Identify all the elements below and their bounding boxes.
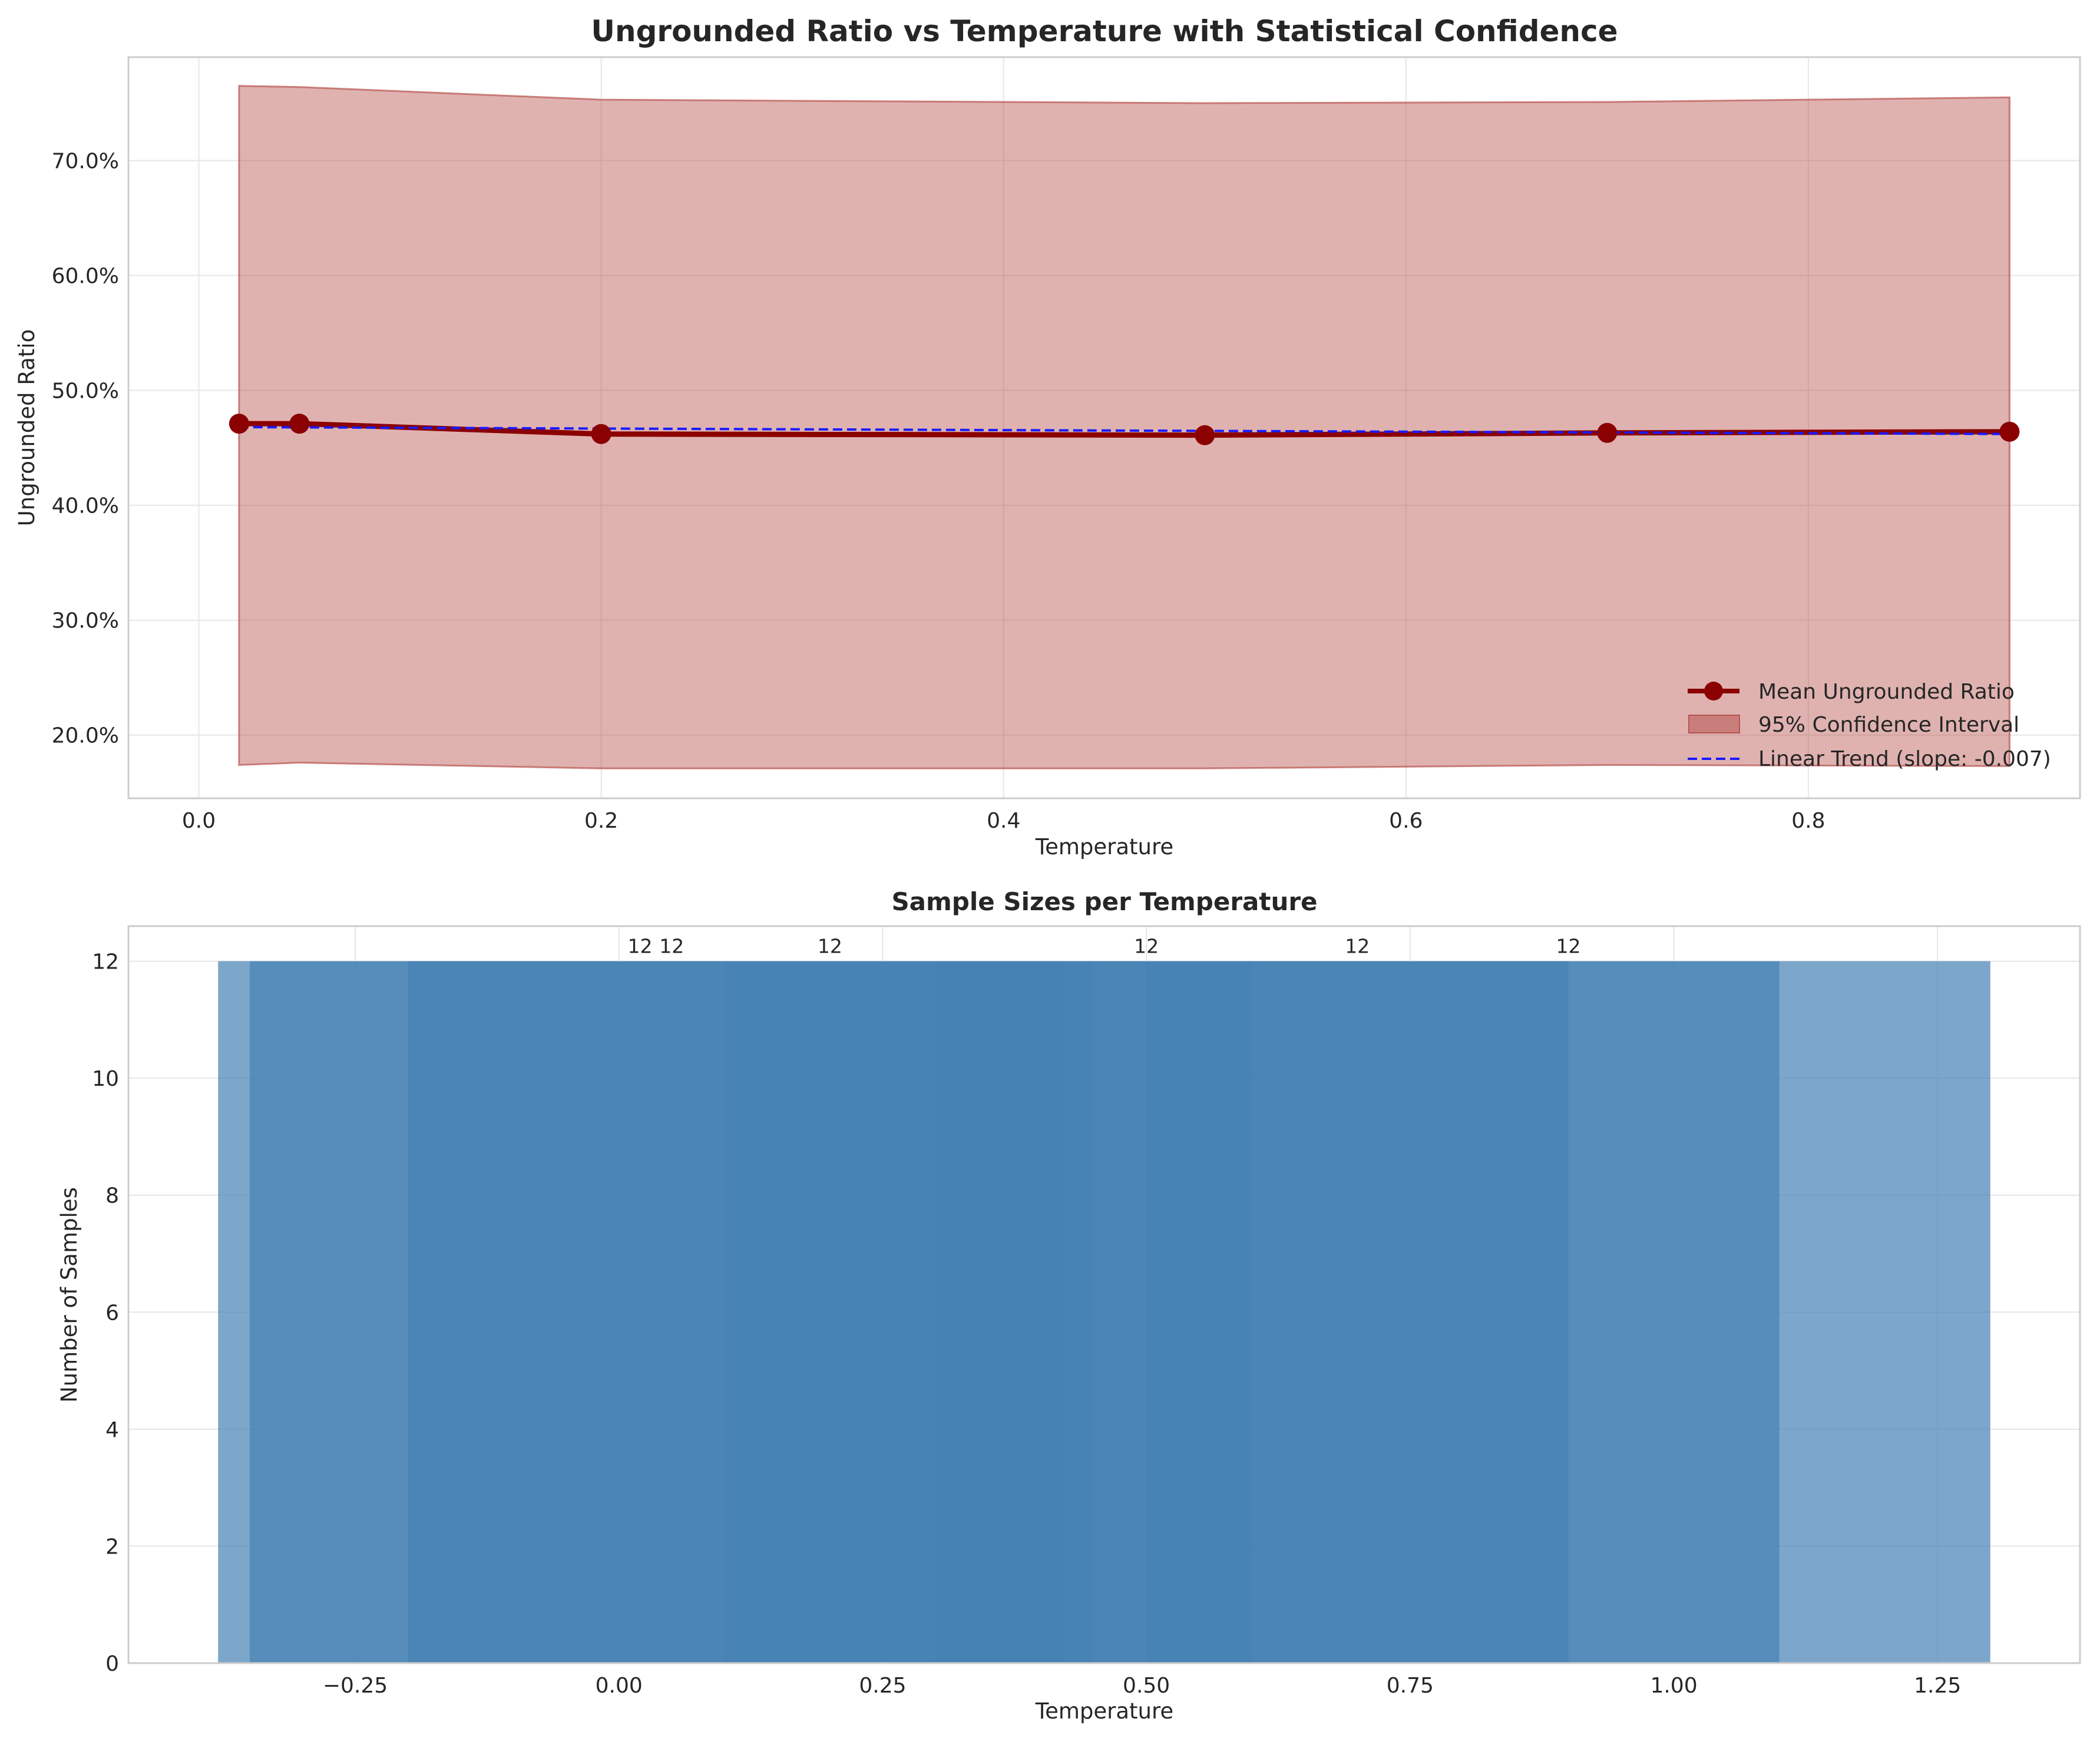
sample-size-bar-label: 12 <box>628 935 653 958</box>
sample-size-bar-label: 12 <box>1556 935 1580 958</box>
chart1-lines-layer <box>239 421 2010 438</box>
legend-ci-label: 95% Confidence Interval <box>1758 713 2019 737</box>
mean-ratio-point <box>591 424 611 444</box>
chart1-grid <box>128 57 2080 798</box>
chart2-y-tick-label: 2 <box>105 1535 119 1559</box>
chart2-y-ticks: 0 2 4 6 8 10 12 <box>92 950 119 1676</box>
legend-item-trend: Linear Trend (slope: -0.007) <box>1688 747 2051 771</box>
chart2-y-tick-label: 12 <box>92 950 119 974</box>
chart1-y-ticks: 20.0% 30.0% 40.0% 50.0% 60.0% 70.0% <box>52 150 119 748</box>
chart2-bars-layer <box>218 961 1990 1663</box>
sample-size-bar-label: 12 <box>1345 935 1370 958</box>
mean-ratio-point <box>289 414 310 434</box>
chart2-y-tick-label: 8 <box>105 1184 119 1208</box>
chart1-y-tick-label: 50.0% <box>52 379 119 404</box>
sample-size-bar-chart: Sample Sizes per Temperature 12 12 12 12 12 1… <box>57 887 2081 1724</box>
mean-ratio-point <box>1195 425 1215 445</box>
mean-ratio-point <box>1597 422 1618 443</box>
linear-trend-line <box>239 426 2010 435</box>
sample-size-bar-label: 12 <box>1134 935 1159 958</box>
chart2-plot-frame <box>127 925 2081 1664</box>
confidence-interval-band <box>238 85 2010 769</box>
chart2-x-tick-label: 1.00 <box>1650 1674 1697 1698</box>
mean-ratio-point <box>229 414 249 434</box>
chart2-x-tick-label: 0.00 <box>596 1674 643 1698</box>
legend-trend-label: Linear Trend (slope: -0.007) <box>1758 747 2051 771</box>
chart2-title: Sample Sizes per Temperature <box>891 887 1317 916</box>
confidence-line-chart: Ungrounded Ratio vs Temperature with Sta… <box>14 14 2081 860</box>
chart1-x-tick-label: 0.2 <box>584 809 618 833</box>
chart1-x-axis-label: Temperature <box>1035 834 1173 860</box>
sample-size-bar <box>1146 961 1990 1663</box>
chart1-x-ticks: 0.0 0.2 0.4 0.6 0.8 <box>182 809 1825 833</box>
chart1-x-tick-label: 0.6 <box>1389 809 1423 833</box>
chart1-x-tick-label: 0.0 <box>182 809 216 833</box>
chart1-y-tick-label: 30.0% <box>52 609 119 633</box>
chart2-x-tick-label: 0.25 <box>859 1674 906 1698</box>
legend-item-ci: 95% Confidence Interval <box>1688 713 2019 737</box>
chart1-x-tick-label: 0.8 <box>1791 809 1825 833</box>
chart1-title: Ungrounded Ratio vs Temperature with Sta… <box>591 14 1618 48</box>
chart2-y-tick-label: 0 <box>105 1652 119 1676</box>
mean-ratio-point <box>1999 421 2020 442</box>
chart2-x-tick-label: 0.75 <box>1387 1674 1434 1698</box>
chart1-points-layer <box>229 414 2020 445</box>
chart1-y-tick-label: 40.0% <box>52 494 119 518</box>
chart1-y-tick-label: 20.0% <box>52 724 119 748</box>
chart1-y-tick-label: 70.0% <box>52 150 119 174</box>
chart1-confidence-band-layer <box>238 85 2010 769</box>
chart2-x-tick-label: 1.25 <box>1914 1674 1961 1698</box>
sample-size-bar-label: 12 <box>659 935 684 958</box>
chart2-x-ticks: −0.25 0.00 0.25 0.50 0.75 1.00 1.25 <box>323 1674 1961 1698</box>
chart2-x-tick-label: −0.25 <box>323 1674 388 1698</box>
chart2-y-tick-label: 6 <box>105 1301 119 1325</box>
chart2-bar-labels-layer: 12 12 12 12 12 12 <box>628 935 1581 958</box>
chart2-y-tick-label: 10 <box>92 1067 119 1091</box>
legend-mean-marker-swatch <box>1704 682 1723 700</box>
chart2-x-axis-label: Temperature <box>1035 1698 1173 1724</box>
legend-mean-label: Mean Ungrounded Ratio <box>1758 680 2015 704</box>
chart1-y-tick-label: 60.0% <box>52 265 119 289</box>
chart2-x-tick-label: 0.50 <box>1123 1674 1170 1698</box>
legend-item-mean: Mean Ungrounded Ratio <box>1688 680 2015 704</box>
chart2-y-axis-label: Number of Samples <box>57 1187 82 1403</box>
chart2-y-tick-label: 4 <box>105 1418 119 1442</box>
chart1-plot-frame <box>127 56 2081 799</box>
legend-ci-swatch <box>1688 715 1740 733</box>
chart1-y-axis-label: Ungrounded Ratio <box>14 329 39 526</box>
sample-size-bar-label: 12 <box>818 935 842 958</box>
chart1-legend: Mean Ungrounded Ratio 95% Confidence Int… <box>1688 680 2051 771</box>
chart1-x-tick-label: 0.4 <box>987 809 1020 833</box>
